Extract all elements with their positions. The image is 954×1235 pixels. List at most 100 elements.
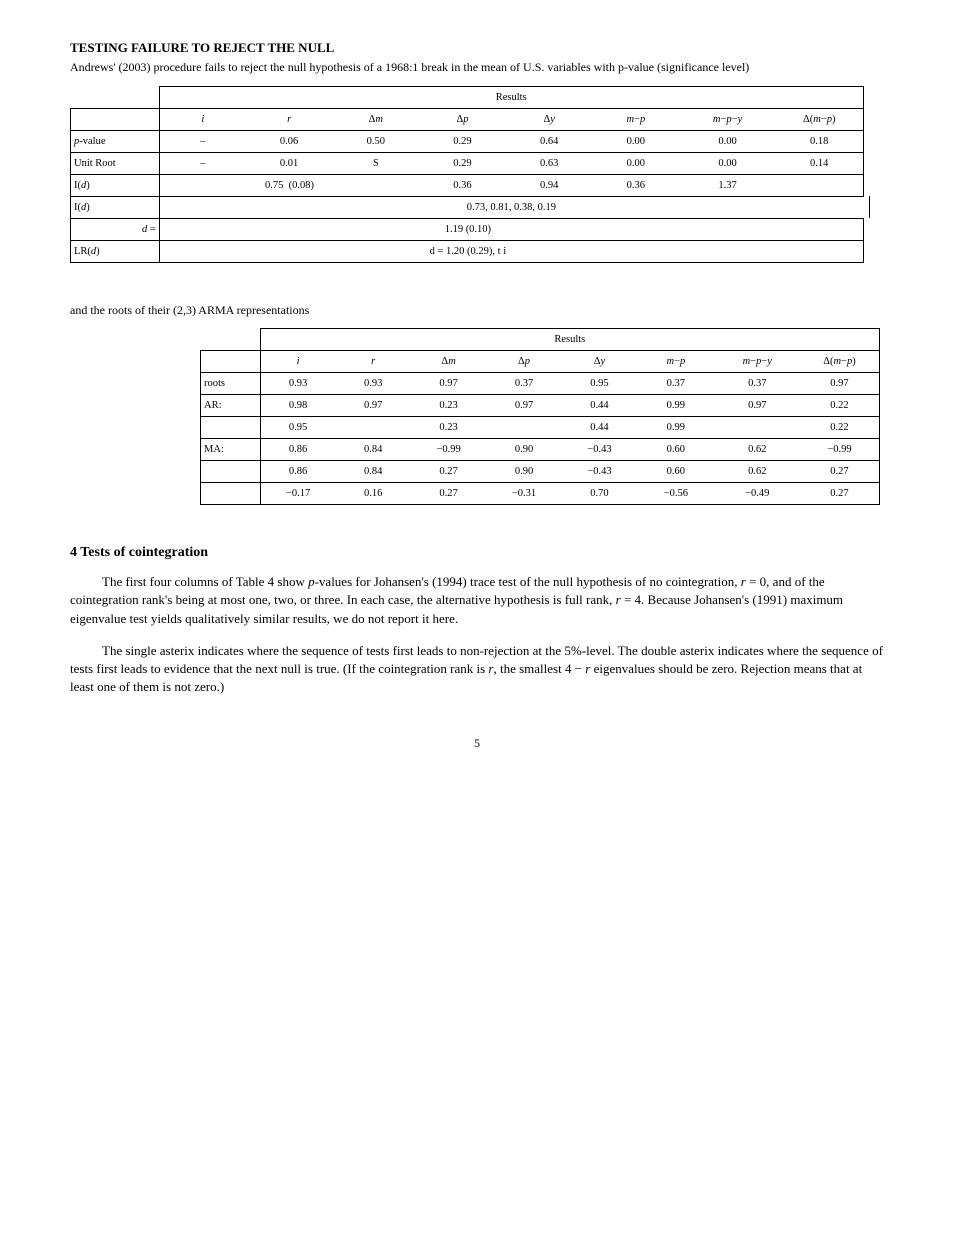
t1-ur-7: 0.14 — [776, 152, 863, 174]
t2-r0c2: 0.97 — [336, 395, 411, 417]
t1-title: Results — [159, 86, 863, 108]
t2-r3c2: 0.84 — [336, 461, 411, 483]
t2-r3-label — [201, 461, 261, 483]
t2-rt0: 0.93 — [260, 373, 335, 395]
t1-lr-vals: d = 1.20 (0.29), t i — [159, 240, 776, 262]
t2-r2c8: −0.99 — [800, 439, 880, 461]
t2-r2c5: −0.43 — [562, 439, 637, 461]
t2-r0c7: 0.97 — [715, 395, 800, 417]
t2-rt6: 0.37 — [715, 373, 800, 395]
t1-rh-unitroot: Unit Root — [71, 152, 160, 174]
table2-wrap: Results i r Δm Δp Δy m−p m−p−y Δ(m−p) ro… — [200, 328, 884, 505]
t2-title: Results — [260, 329, 879, 351]
t1-id1-v1: 0.36 — [419, 174, 506, 196]
t2-r4-label — [201, 483, 261, 505]
t2-r3c3: 0.27 — [411, 461, 486, 483]
t2-r2c2: 0.84 — [336, 439, 411, 461]
t2-r0c5: 0.44 — [562, 395, 637, 417]
t2-r4c8: 0.27 — [800, 483, 880, 505]
t2-r4c6: −0.56 — [637, 483, 714, 505]
t2-rt3: 0.37 — [486, 373, 561, 395]
t2-r1c2 — [336, 417, 411, 439]
t2-r4c7: −0.49 — [715, 483, 800, 505]
t1-rh-id2: I(d) — [71, 196, 160, 218]
t1-pval-2: 0.50 — [332, 130, 419, 152]
t2-r1c3: 0.23 — [411, 417, 486, 439]
t2-r3c6: 0.60 — [637, 461, 714, 483]
para2: The single asterix indicates where the s… — [70, 642, 884, 697]
t2-ma-label: MA: — [201, 439, 261, 461]
t2-r1c4 — [486, 417, 561, 439]
t2-r3c7: 0.62 — [715, 461, 800, 483]
t2-r1c1: 0.95 — [260, 417, 335, 439]
t2-r3c1: 0.86 — [260, 461, 335, 483]
t1-ur-5: 0.00 — [593, 152, 680, 174]
t2-r1c5: 0.44 — [562, 417, 637, 439]
t2-r2c7: 0.62 — [715, 439, 800, 461]
t1-rh-pvalue: p-value — [71, 130, 160, 152]
t2-rt5: 0.37 — [637, 373, 714, 395]
t1-ur-6: 0.00 — [679, 152, 776, 174]
t1-id1-d: 0.36 — [593, 174, 680, 196]
section4-heading: 4 Tests of cointegration — [70, 545, 884, 561]
t2-r2c4: 0.90 — [486, 439, 561, 461]
t1-pval-3: 0.29 — [419, 130, 506, 152]
t1-id1-blank — [776, 174, 863, 196]
para1: The first four columns of Table 4 show p… — [70, 573, 884, 628]
t1-pval-6: 0.00 — [679, 130, 776, 152]
t2-r1c8: 0.22 — [800, 417, 880, 439]
t1-ur-0: – — [159, 152, 245, 174]
t2-r3c5: −0.43 — [562, 461, 637, 483]
t2-rh-roots: roots — [201, 373, 261, 395]
t2-c0: i — [297, 356, 300, 367]
t2-r4c3: 0.27 — [411, 483, 486, 505]
t1-pval-1: 0.06 — [246, 130, 333, 152]
t1-ur-2: S — [332, 152, 419, 174]
t1-pval-5: 0.00 — [593, 130, 680, 152]
t2-r0c3: 0.23 — [411, 395, 486, 417]
t2-r4c2: 0.16 — [336, 483, 411, 505]
t2-r0c6: 0.99 — [637, 395, 714, 417]
t1-rh-lr: LR(d) — [71, 240, 160, 262]
t1-ur-4: 0.63 — [506, 152, 593, 174]
t2-r3c8: 0.27 — [800, 461, 880, 483]
t1-col-i: i — [201, 114, 204, 125]
t1-pval-0: – — [159, 130, 245, 152]
mid-intro: and the roots of their (2,3) ARMA repres… — [70, 303, 884, 319]
t1-rh-id1: I(d) — [71, 174, 160, 196]
t2-rt2: 0.97 — [411, 373, 486, 395]
t2-r0c1: 0.98 — [260, 395, 335, 417]
t2-r1-label — [201, 417, 261, 439]
t1-pval-4: 0.64 — [506, 130, 593, 152]
page-number: 5 — [70, 736, 884, 751]
t2-r2c6: 0.60 — [637, 439, 714, 461]
t1-rh-d: d = — [71, 218, 160, 240]
t1-pval-7: 0.18 — [776, 130, 863, 152]
t1-ur-3: 0.29 — [419, 152, 506, 174]
t2-r4c1: −0.17 — [260, 483, 335, 505]
t2-r1c6: 0.99 — [637, 417, 714, 439]
table1-wrap: Results i r Δm Δp Δy m−p m−p−y Δ(m−p) p-… — [70, 86, 884, 263]
t1-ur-1: 0.01 — [246, 152, 333, 174]
t2-r4c4: −0.31 — [486, 483, 561, 505]
t2-r0c4: 0.97 — [486, 395, 561, 417]
intro-text: Andrews' (2003) procedure fails to rejec… — [70, 60, 884, 76]
t2-r2c3: −0.99 — [411, 439, 486, 461]
t1-id1-seg1: 0.75 (0.08) — [159, 174, 419, 196]
t1-id2-vals: 0.73, 0.81, 0.38, 0.19 — [159, 196, 863, 218]
t2-r3c4: 0.90 — [486, 461, 561, 483]
t2-c1: r — [371, 356, 375, 367]
table2: Results i r Δm Δp Δy m−p m−p−y Δ(m−p) ro… — [200, 328, 880, 505]
t2-rt7: 0.97 — [800, 373, 880, 395]
t2-r2c1: 0.86 — [260, 439, 335, 461]
t2-r0c8: 0.22 — [800, 395, 880, 417]
t1-id1-v4: 1.37 — [679, 174, 776, 196]
t1-d-vals: 1.19 (0.10) — [159, 218, 776, 240]
t1-id1-v3: 0.94 — [506, 174, 593, 196]
table1: Results i r Δm Δp Δy m−p m−p−y Δ(m−p) p-… — [70, 86, 870, 263]
t2-rt1: 0.93 — [336, 373, 411, 395]
t1-col-r: r — [287, 114, 291, 125]
section-failure-heading: TESTING FAILURE TO REJECT THE NULL — [70, 40, 884, 56]
t2-rt4: 0.95 — [562, 373, 637, 395]
t2-r4c5: 0.70 — [562, 483, 637, 505]
